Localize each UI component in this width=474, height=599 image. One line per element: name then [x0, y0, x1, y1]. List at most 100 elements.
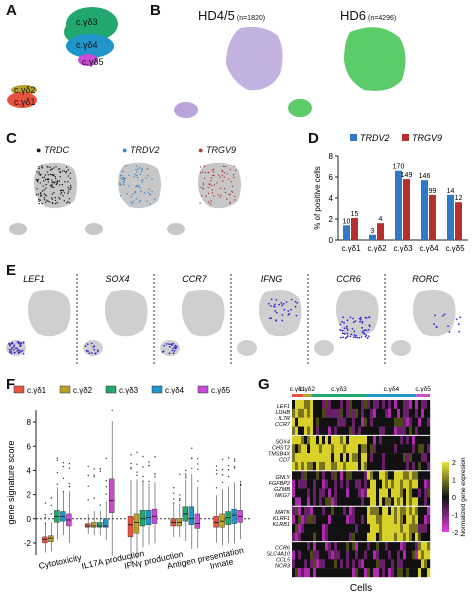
- expression-dot: [212, 171, 215, 173]
- gene-label-e: RORC: [412, 274, 439, 284]
- heatmap-cell: [328, 400, 332, 410]
- outlier: [221, 474, 224, 476]
- expression-dot: [61, 184, 64, 186]
- expression-dot: [43, 198, 46, 201]
- heatmap-cell: [340, 426, 344, 436]
- heatmap-cell: [376, 479, 380, 489]
- heatmap-cell: [379, 488, 383, 498]
- gene-row-label: GNLY: [276, 475, 291, 481]
- heatmap-cell: [373, 426, 377, 436]
- heatmap-cell: [409, 400, 413, 410]
- expression-dot: [174, 344, 177, 347]
- expression-dot: [211, 169, 213, 171]
- heatmap-cell: [412, 515, 416, 525]
- heatmap-cell: [349, 444, 353, 454]
- heatmap-cell: [379, 479, 383, 489]
- panel-b-umaps: [174, 27, 406, 118]
- heatmap-cell: [313, 488, 317, 498]
- heatmap-cell: [352, 470, 356, 480]
- outlier: [215, 465, 218, 467]
- heatmap-cell: [376, 559, 380, 569]
- outlier: [233, 467, 236, 469]
- heatmap-cell: [403, 550, 407, 560]
- heatmap-cell: [358, 488, 362, 498]
- heatmap-cell: [427, 435, 431, 445]
- bar-value-label: 99: [429, 188, 437, 195]
- outlier: [136, 471, 138, 473]
- legend-label: c.γδ5: [211, 386, 231, 395]
- heatmap-cell: [388, 417, 392, 427]
- heatmap-cell: [343, 461, 347, 471]
- expression-dot: [344, 333, 346, 335]
- expression-dot: [138, 185, 140, 187]
- heatmap-cell: [421, 444, 425, 454]
- heatmap-cell: [325, 550, 329, 560]
- outlier: [105, 480, 107, 482]
- expression-dot: [275, 299, 278, 301]
- outlier: [142, 475, 144, 478]
- bar: [343, 225, 350, 240]
- heatmap-cell: [304, 559, 308, 569]
- heatmap-cell: [340, 408, 344, 418]
- expression-dot: [222, 165, 225, 167]
- cluster-header-label: c.γδ5: [415, 386, 431, 393]
- expression-dot: [174, 346, 177, 348]
- expression-dot: [123, 182, 125, 184]
- heatmap-cell: [367, 488, 371, 498]
- heatmap-cell: [403, 444, 407, 454]
- heatmap-cell: [352, 506, 356, 516]
- expression-dot: [285, 301, 288, 303]
- expression-dot: [53, 182, 55, 184]
- heatmap-cell: [313, 470, 317, 480]
- outlier: [93, 476, 95, 478]
- heatmap-cell: [304, 400, 308, 410]
- expression-dot: [364, 335, 367, 338]
- heatmap-cell: [391, 453, 395, 463]
- expression-dot: [119, 182, 121, 184]
- expression-dot: [433, 323, 435, 326]
- y-tick-label: 6: [27, 442, 32, 451]
- heatmap-cell: [400, 400, 404, 410]
- expression-dot: [55, 166, 57, 168]
- heatmap-cell: [292, 541, 296, 551]
- heatmap-cell: [415, 453, 419, 463]
- heatmap-cell: [382, 506, 386, 516]
- heatmap-cell: [367, 532, 371, 542]
- heatmap-cell: [424, 515, 428, 525]
- heatmap-cell: [292, 488, 296, 498]
- expression-dot: [163, 344, 166, 347]
- heatmap-cell: [349, 559, 353, 569]
- heatmap-cell: [313, 532, 317, 542]
- heatmap-cell: [391, 435, 395, 445]
- heatmap-cell: [301, 461, 305, 471]
- heatmap-cell: [307, 470, 311, 480]
- heatmap-cell: [313, 506, 317, 516]
- outlier: [233, 466, 236, 468]
- heatmap-cell: [343, 568, 347, 578]
- heatmap-cell: [298, 461, 302, 471]
- heatmap-cell: [358, 515, 362, 525]
- gene-row-label: NCR3: [275, 564, 291, 570]
- expression-dot: [52, 202, 54, 205]
- heatmap-cell: [301, 435, 305, 445]
- gene-label-trgv9: ● TRGV9: [198, 145, 236, 155]
- bar-value-label: 12: [455, 195, 463, 202]
- expression-dot: [59, 168, 61, 170]
- heatmap-cell: [331, 532, 335, 542]
- heatmap-cell: [364, 408, 368, 418]
- expression-dot: [346, 336, 348, 338]
- heatmap-cell: [304, 568, 308, 578]
- heatmap-cell: [388, 523, 392, 533]
- heatmap-cell: [295, 479, 299, 489]
- heatmap-cell: [304, 417, 308, 427]
- expression-dot: [283, 308, 286, 311]
- heatmap-cell: [418, 541, 422, 551]
- heatmap-cell: [340, 523, 344, 533]
- expression-dot: [216, 182, 218, 184]
- expression-dot: [49, 201, 51, 203]
- heatmap-cell: [418, 400, 422, 410]
- expression-dot: [234, 195, 236, 198]
- heatmap-cell: [385, 400, 389, 410]
- heatmap-cell: [421, 541, 425, 551]
- heatmap-cell: [361, 523, 365, 533]
